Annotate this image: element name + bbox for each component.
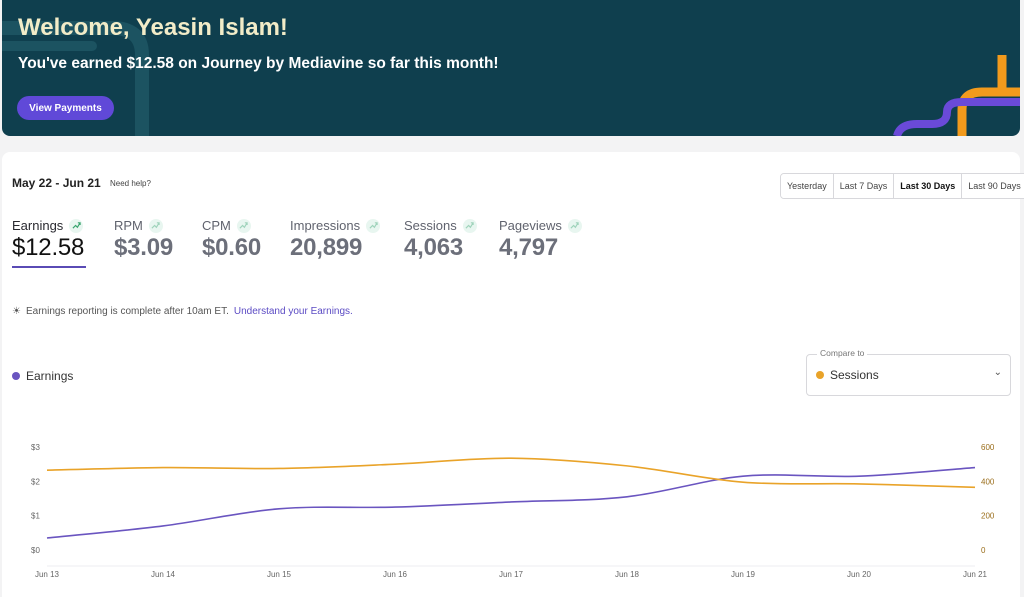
x-tick-label: Jun 13 [35,570,60,579]
trend-up-icon [148,218,163,233]
x-tick-label: Jun 16 [383,570,408,579]
compare-to-select[interactable]: Compare to Sessions ⌄ [806,348,1011,396]
y-left-tick-label: $3 [31,443,40,452]
tab-last-7-days[interactable]: Last 7 Days [833,174,895,198]
metric-pageviews[interactable]: Pageviews 4,797 [499,218,582,262]
x-tick-label: Jun 14 [151,570,176,579]
compare-caption: Compare to [817,348,868,358]
metric-earnings[interactable]: Earnings $12.58 [12,218,86,268]
metric-label: Earnings [12,218,64,233]
y-left-tick-label: $1 [31,512,40,521]
earnings-summary: You've earned $12.58 on Journey by Media… [18,55,499,72]
banner-decoration [2,21,1020,136]
x-tick-label: Jun 20 [847,570,872,579]
y-right-tick-label: 200 [981,512,995,521]
legend-label: Earnings [26,369,74,383]
metric-impressions[interactable]: Impressions 20,899 [290,218,381,262]
metric-value: 20,899 [290,234,363,261]
understand-earnings-link[interactable]: Understand your Earnings. [233,306,353,317]
metric-cpm[interactable]: CPM $0.60 [202,218,261,262]
welcome-banner: Welcome, Yeasin Islam! You've earned $12… [2,0,1020,136]
y-left-tick-label: $0 [31,546,40,555]
tab-last-30-days[interactable]: Last 30 Days [894,174,963,198]
compare-value: Sessions [830,368,879,382]
y-right-tick-label: 0 [981,546,986,555]
date-range-tabs: Yesterday Last 7 Days Last 30 Days Last … [780,173,1024,199]
earnings-note: ☀ Earnings reporting is complete after 1… [12,306,353,317]
tab-last-90-days[interactable]: Last 90 Days [962,174,1024,198]
metric-value: $0.60 [202,234,262,261]
chevron-down-icon: ⌄ [993,367,1002,378]
metric-value: $3.09 [114,234,174,261]
tab-yesterday[interactable]: Yesterday [781,174,834,198]
welcome-title: Welcome, Yeasin Islam! [18,14,288,41]
earnings-card: May 22 - Jun 21 Need help? Yesterday Las… [2,152,1024,597]
trend-up-icon [236,218,251,233]
metric-sessions[interactable]: Sessions 4,063 [404,218,477,262]
note-text: Earnings reporting is complete after 10a… [25,306,229,317]
series-line-sessions [46,457,976,489]
need-help-link[interactable]: Need help? [110,179,151,188]
date-range-label: May 22 - Jun 21 [12,176,101,190]
active-metric-indicator [12,266,86,268]
series-line-earnings [46,466,976,539]
x-tick-label: Jun 15 [267,570,292,579]
trend-up-icon [567,218,582,233]
y-right-tick-label: 400 [981,477,995,486]
metric-value: 4,063 [404,234,464,261]
metric-label: Impressions [290,218,361,233]
x-tick-label: Jun 17 [499,570,524,579]
sun-icon: ☀ [12,306,21,317]
x-tick-label: Jun 18 [615,570,640,579]
metric-label: Pageviews [499,218,562,233]
metric-value: 4,797 [499,234,559,261]
earnings-dot-icon [12,372,20,380]
sessions-dot-icon [816,371,824,379]
metric-value: $12.58 [12,234,85,261]
trend-up-icon [462,218,477,233]
x-tick-label: Jun 21 [963,570,988,579]
view-payments-button[interactable]: View Payments [17,96,114,120]
x-tick-label: Jun 19 [731,570,756,579]
metric-rpm[interactable]: RPM $3.09 [114,218,173,262]
chart-legend: Earnings [12,369,73,383]
metric-label: RPM [114,218,143,233]
y-right-tick-label: 600 [981,443,995,452]
trend-up-icon [69,218,84,233]
metric-label: Sessions [404,218,457,233]
earnings-chart: $0 $1 $2 $3 0 200 400 600 Jun 13 Jun 14 Jun 15 Jun … [31,443,995,579]
metric-label: CPM [202,218,231,233]
y-left-tick-label: $2 [31,477,40,486]
trend-up-icon [366,218,381,233]
